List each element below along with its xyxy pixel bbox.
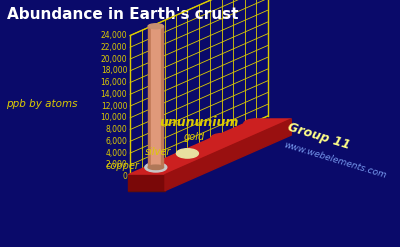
Text: Group 11: Group 11 [286,120,352,151]
Text: ppb by atoms: ppb by atoms [6,99,78,109]
Polygon shape [151,26,161,167]
Ellipse shape [145,163,167,172]
Text: 8,000: 8,000 [106,125,127,134]
Text: Abundance in Earth's crust: Abundance in Earth's crust [8,7,239,22]
Text: 4,000: 4,000 [105,149,127,158]
Text: 2,000: 2,000 [106,160,127,169]
Text: gold: gold [184,132,205,142]
Text: 14,000: 14,000 [101,90,127,99]
Ellipse shape [211,134,233,143]
Ellipse shape [244,119,266,128]
Polygon shape [128,119,291,175]
Text: 0: 0 [122,172,127,181]
Text: 6,000: 6,000 [105,137,127,146]
Ellipse shape [148,24,164,29]
Text: 10,000: 10,000 [101,113,127,122]
Text: 22,000: 22,000 [101,43,127,52]
Text: unununium: unununium [159,116,238,129]
Text: 24,000: 24,000 [101,31,127,40]
Text: 16,000: 16,000 [101,78,127,87]
Text: 12,000: 12,000 [101,102,127,111]
Text: www.webelements.com: www.webelements.com [282,141,387,181]
Text: copper: copper [106,161,139,171]
Ellipse shape [148,165,164,169]
Polygon shape [148,26,151,167]
Polygon shape [165,119,291,191]
Text: 20,000: 20,000 [101,55,127,63]
Ellipse shape [176,149,198,158]
Text: silver: silver [144,147,171,157]
Text: 18,000: 18,000 [101,66,127,75]
Polygon shape [161,26,164,167]
Polygon shape [128,175,165,191]
